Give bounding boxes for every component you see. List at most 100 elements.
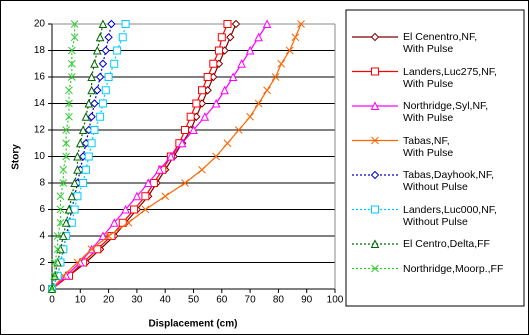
marker [62, 152, 71, 161]
marker [110, 59, 119, 68]
marker [277, 59, 286, 68]
marker [67, 59, 76, 68]
marker [81, 165, 90, 174]
marker [50, 271, 59, 280]
marker [78, 125, 88, 134]
y-tick-label: 10 [34, 151, 46, 162]
marker [59, 179, 68, 187]
marker [254, 99, 263, 108]
marker [93, 86, 102, 95]
marker [101, 46, 110, 55]
y-tick-label: 12 [34, 125, 46, 136]
marker [81, 112, 91, 121]
marker [166, 151, 176, 161]
marker [370, 101, 380, 110]
marker [87, 72, 96, 81]
x-tick-label: 60 [216, 295, 228, 306]
marker [64, 204, 74, 214]
marker [104, 232, 113, 240]
marker [228, 72, 238, 81]
marker [73, 258, 82, 267]
marker [371, 67, 379, 76]
marker [56, 218, 65, 227]
marker [65, 86, 73, 95]
legend-label: Tabas,Dayhook,NF, Without Pulse [403, 169, 495, 193]
marker [50, 258, 59, 267]
marker [132, 191, 142, 201]
legend-label: Northridge,Moorp.,FF [403, 262, 504, 275]
marker [214, 46, 223, 55]
x-tick-label: 20 [103, 295, 115, 306]
x-axis-title: Displacement (cm) [149, 319, 238, 330]
marker [124, 218, 133, 227]
marker [192, 99, 201, 108]
marker [370, 32, 380, 42]
series-line [51, 23, 104, 290]
marker [62, 139, 71, 148]
marker [203, 73, 212, 81]
marker [113, 46, 122, 55]
marker [234, 126, 243, 134]
marker [291, 33, 300, 42]
marker [79, 179, 88, 187]
y-axis-title: Story [11, 144, 22, 170]
marker [87, 245, 96, 254]
marker [177, 138, 187, 148]
marker [130, 205, 139, 214]
legend-label: El Centro,Delta,FF [403, 238, 490, 250]
marker [98, 59, 108, 68]
marker [104, 73, 113, 81]
marker [65, 112, 73, 121]
marker [223, 20, 232, 28]
marker [246, 112, 254, 121]
y-tick-label: 0 [39, 284, 45, 295]
marker [189, 125, 198, 134]
marker [245, 45, 255, 55]
marker [209, 59, 218, 68]
marker [271, 73, 280, 81]
marker [48, 285, 56, 293]
marker [371, 136, 379, 145]
marker [92, 45, 102, 55]
marker [53, 245, 62, 254]
marker [211, 98, 221, 108]
marker [98, 231, 108, 240]
marker [155, 165, 164, 174]
y-tick-label: 20 [34, 19, 46, 30]
marker [95, 72, 105, 82]
marker [73, 151, 82, 161]
marker [101, 86, 110, 95]
marker [53, 232, 62, 240]
marker [56, 192, 65, 201]
marker [200, 112, 210, 121]
marker [285, 46, 294, 55]
y-tick-label: 4 [39, 231, 45, 242]
marker [59, 165, 68, 174]
marker [90, 99, 99, 108]
legend-label: El Cenentro,NF, With Pulse [403, 31, 478, 55]
y-tick-label: 14 [34, 98, 46, 109]
marker [161, 192, 170, 201]
marker [223, 139, 232, 148]
marker [62, 126, 71, 134]
marker [141, 192, 150, 201]
marker [121, 20, 130, 28]
marker [226, 33, 235, 42]
marker [237, 59, 246, 68]
marker [56, 205, 65, 214]
marker [262, 19, 272, 28]
x-tick-label: 80 [273, 295, 285, 306]
marker [96, 112, 105, 121]
series-line [51, 23, 127, 290]
marker [231, 19, 241, 29]
marker [181, 126, 190, 134]
marker [70, 33, 79, 42]
marker [217, 33, 226, 42]
y-tick-label: 6 [39, 204, 45, 215]
marker [70, 178, 79, 187]
marker [73, 165, 82, 174]
marker [181, 179, 189, 187]
marker [75, 138, 85, 148]
